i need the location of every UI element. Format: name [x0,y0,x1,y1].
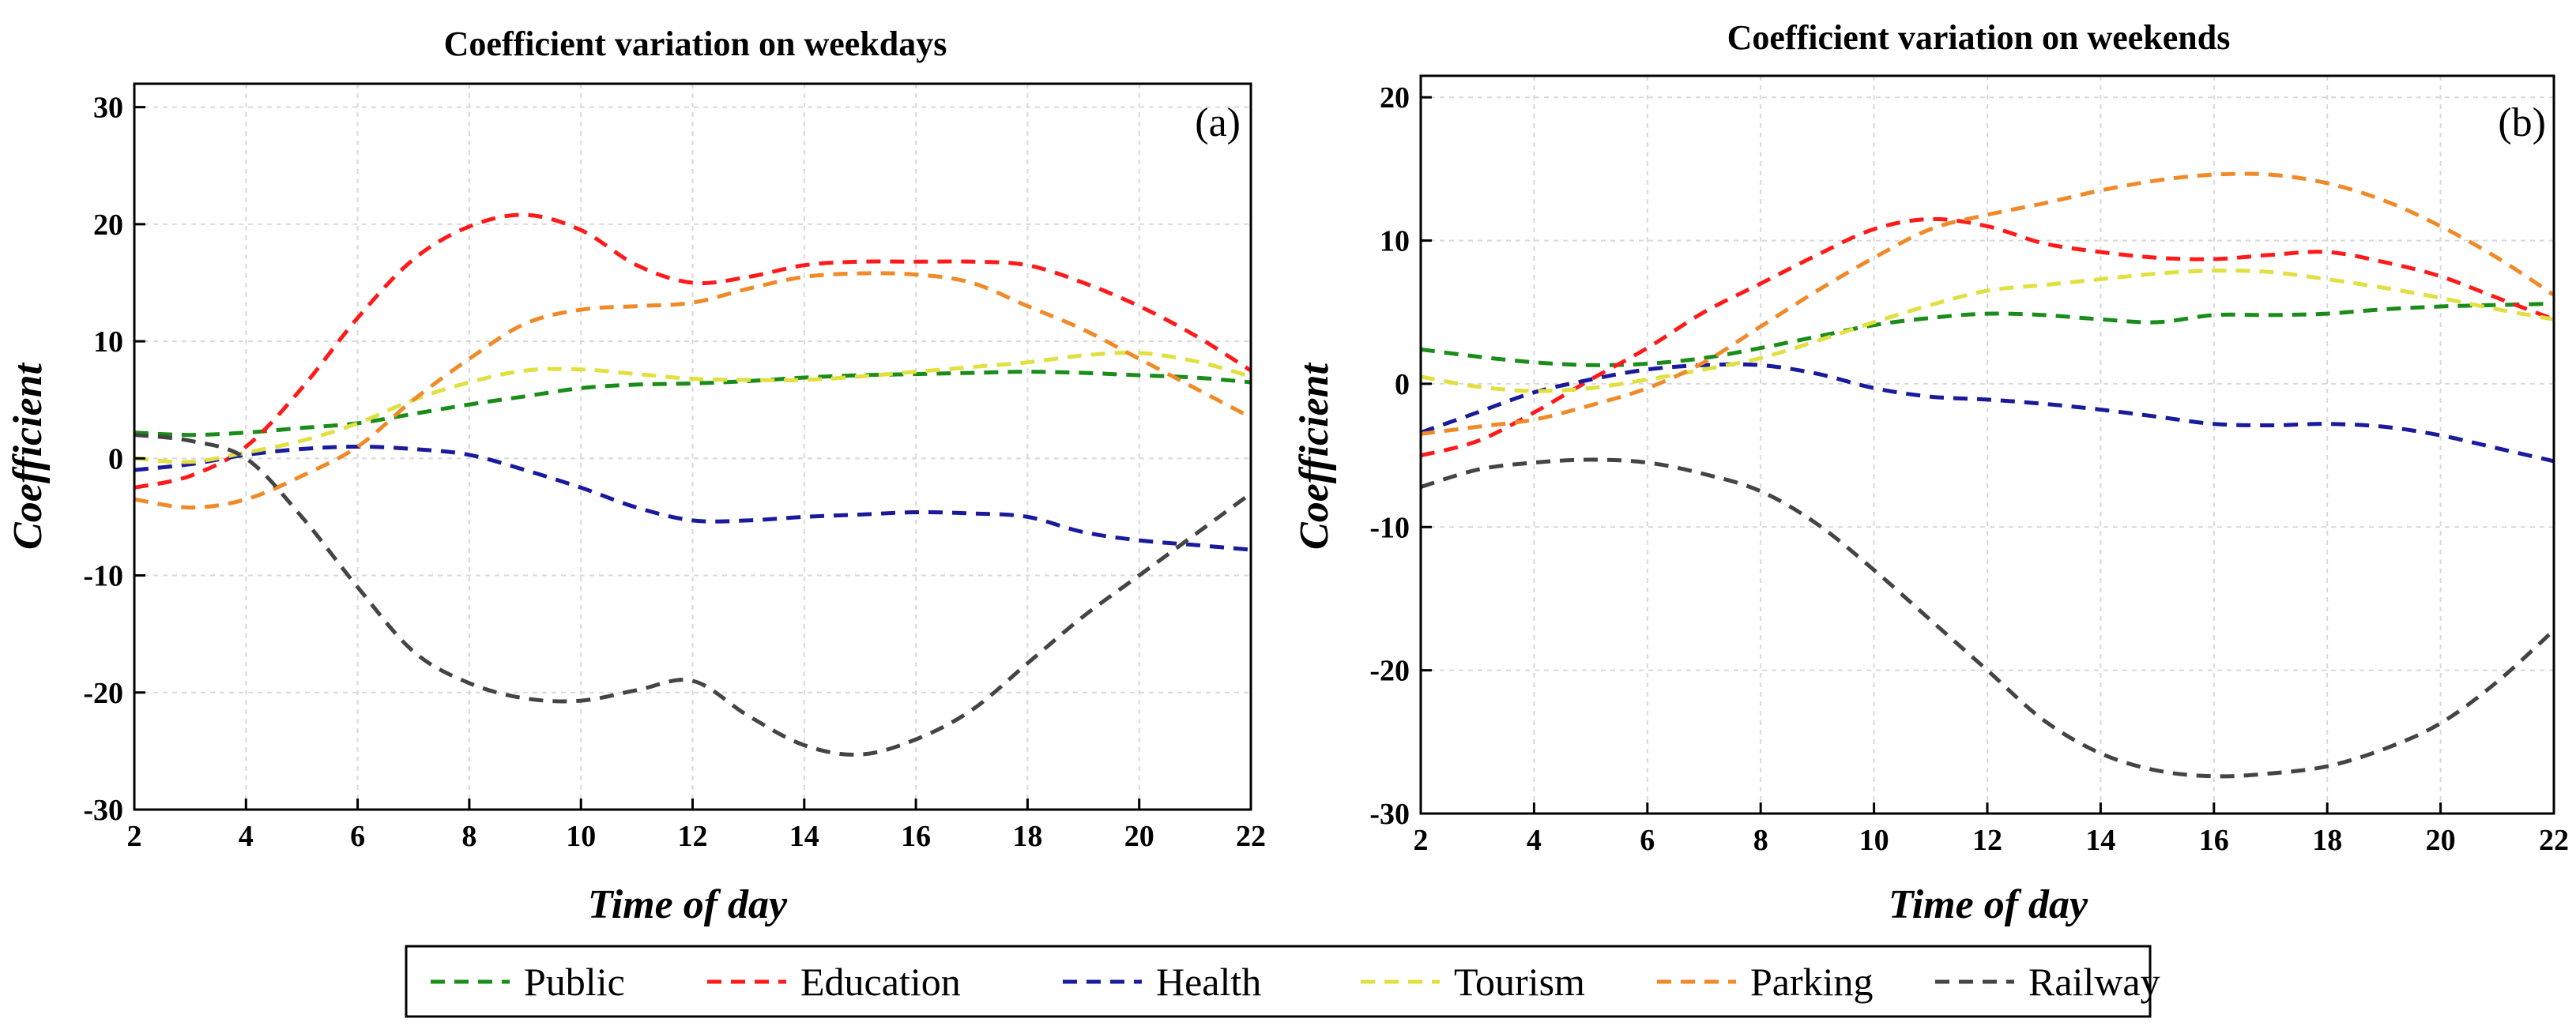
x-tick-label: 2 [127,820,142,853]
x-tick-label: 2 [1414,824,1429,857]
x-tick-label: 12 [678,820,708,853]
series-line-education-weekends [1420,216,2555,458]
series-line-tourism-weekends [1420,268,2555,393]
x-tick-label: 20 [1124,820,1154,853]
series-line-health-weekends [1420,362,2555,464]
y-tick-label: -10 [83,560,123,593]
y-tick-label: 20 [93,209,123,242]
x-tick-label: 8 [461,820,476,853]
y-axis-label-weekends: Coefficient [1292,363,1337,550]
series-line-public-weekends [1420,301,2555,367]
legend-label-education: Education [800,960,961,1004]
panel-label-b: (b) [2498,100,2546,145]
legend-label-health: Health [1156,960,1261,1004]
x-axis-label-weekends: Time of day [1889,882,2088,927]
series-line-railway-weekends [1420,457,2555,779]
legend-label-public: Public [524,960,625,1004]
legend-label-tourism: Tourism [1454,960,1585,1004]
x-tick-label: 22 [1236,820,1266,853]
legend-label-parking: Parking [1750,960,1874,1004]
chart-weekends: Coefficient variation on weekends (b) Ti… [1292,18,2569,927]
y-axis-label-weekdays: Coefficient [6,363,51,550]
x-tick-label: 10 [1859,824,1889,857]
x-tick-label: 20 [2426,824,2456,857]
x-axis-label-weekdays: Time of day [588,882,788,927]
series-line-railway-weekdays [134,433,1252,757]
x-tick-label: 10 [566,820,596,853]
x-tick-label: 18 [2312,824,2342,857]
chart-title-weekdays: Coefficient variation on weekdays [444,24,947,63]
y-tick-label: -20 [1369,655,1410,688]
legend-box [405,945,2152,1018]
x-tick-label: 6 [350,820,365,853]
series-line-health-weekdays [134,445,1252,552]
x-tick-label: 16 [901,820,931,853]
y-tick-label: 0 [108,442,123,475]
x-tick-label: 22 [2539,824,2569,857]
y-tick-label: 20 [1380,81,1410,115]
x-tick-label: 14 [789,820,819,853]
series-line-tourism-weekdays [134,351,1252,464]
x-tick-label: 4 [1527,824,1542,857]
chart-title-weekends: Coefficient variation on weekends [1727,18,2231,57]
legend: Public Education Health Tourism Parking Railw… [405,945,2160,1018]
y-tick-label: 10 [93,325,123,359]
y-tick-label: -30 [83,794,123,827]
x-tick-label: 14 [2085,824,2115,857]
y-tick-label: 30 [93,92,123,125]
y-tick-label: -20 [83,677,123,710]
series-line-public-weekdays [134,370,1252,438]
x-tick-label: 18 [1012,820,1042,853]
x-tick-label: 8 [1753,824,1768,857]
series-line-parking-weekends [1420,171,2555,436]
legend-label-railway: Railway [2028,960,2160,1004]
chart-weekdays: Coefficient variation on weekdays (a) Ti… [6,24,1266,927]
y-tick-label: 0 [1395,368,1410,401]
y-tick-label: -10 [1369,511,1410,544]
y-tick-label: -30 [1369,798,1410,831]
y-tick-label: 10 [1380,225,1410,258]
series-line-parking-weekdays [134,271,1252,510]
plot-area-weekends: 2 4 6 8 10 12 14 16 18 20 22 -30 -20 -10 0 10 20 [1369,74,2569,857]
x-tick-label: 4 [239,820,254,853]
x-tick-label: 16 [2199,824,2229,857]
x-tick-label: 12 [1972,824,2002,857]
series-line-education-weekdays [134,212,1252,490]
plot-area-weekdays: 2 4 6 8 10 12 14 16 18 20 22 -30 -20 -10 0 10 20 30 [83,82,1266,853]
x-tick-label: 6 [1640,824,1655,857]
